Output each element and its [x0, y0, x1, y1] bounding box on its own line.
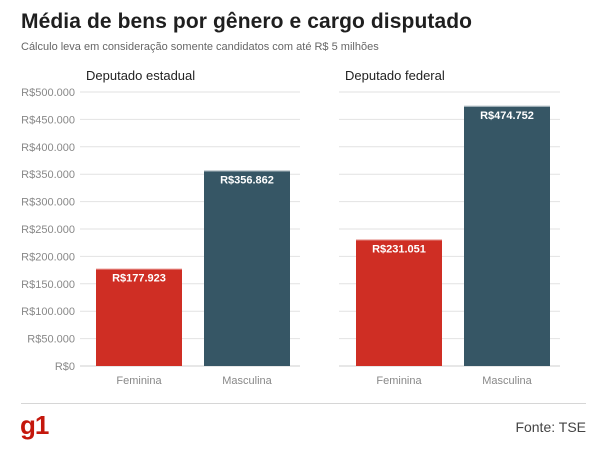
- chart-subtitle: Cálculo leva em consideração somente can…: [21, 41, 379, 53]
- y-tick-label: R$150.000: [21, 279, 75, 291]
- panel-title: Deputado estadual: [86, 68, 195, 83]
- x-tick-label: Masculina: [222, 375, 272, 387]
- chart-title: Média de bens por gênero e cargo disputa…: [21, 10, 473, 33]
- y-tick-label: R$200.000: [21, 251, 75, 263]
- bar-masculina: [204, 170, 290, 366]
- x-tick-label: Feminina: [116, 375, 162, 387]
- source-label: Fonte: TSE: [515, 419, 586, 435]
- g1-logo[interactable]: g1: [20, 410, 49, 440]
- bar-masculina: [464, 105, 550, 366]
- y-tick-label: R$400.000: [21, 142, 75, 154]
- y-tick-label: R$350.000: [21, 169, 75, 181]
- x-tick-label: Feminina: [376, 375, 422, 387]
- y-tick-label: R$0: [55, 361, 75, 373]
- bar-chart: R$0 R$50.000 R$100.000 R$150.000 R$200.000 R$…: [21, 68, 560, 387]
- bar-feminina: [356, 239, 442, 366]
- data-label: R$231.051: [372, 243, 426, 255]
- y-tick-label: R$100.000: [21, 306, 75, 318]
- footer-divider: [21, 403, 586, 404]
- y-tick-label: R$250.000: [21, 224, 75, 236]
- x-tick-label: Masculina: [482, 375, 532, 387]
- y-tick-label: R$500.000: [21, 87, 75, 99]
- bar-feminina: [96, 268, 182, 366]
- y-tick-label: R$50.000: [27, 334, 75, 346]
- data-label: R$177.923: [112, 272, 166, 284]
- panel-title: Deputado federal: [345, 68, 445, 83]
- data-label: R$356.862: [220, 174, 274, 186]
- y-tick-label: R$300.000: [21, 197, 75, 209]
- y-tick-label: R$450.000: [21, 114, 75, 126]
- data-label: R$474.752: [480, 110, 534, 122]
